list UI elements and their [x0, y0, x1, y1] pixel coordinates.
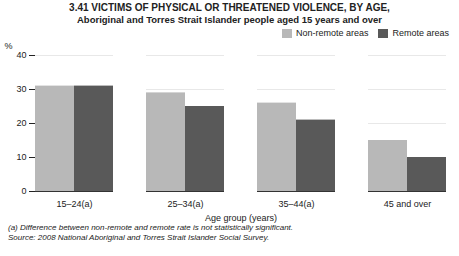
svg-text:%: % — [5, 41, 13, 51]
svg-text:20: 20 — [16, 118, 26, 128]
html-text:(a) Difference between non-rem: (a) Difference between non-remote and re… — [8, 223, 293, 232]
html-text:Source: 2008 National Aborigin: Source: 2008 National Aboriginal and Tor… — [8, 233, 270, 242]
svg-text:15–24(a): 15–24(a) — [56, 199, 92, 209]
html-text:3.41 VICTIMS OF PHYSICAL OR TH: 3.41 VICTIMS OF PHYSICAL OR THREATENED V… — [69, 2, 390, 13]
svg-text:45 and over: 45 and over — [384, 199, 432, 209]
svg-text:0: 0 — [21, 186, 26, 196]
svg-text:10: 10 — [16, 152, 26, 162]
svg-text:40: 40 — [16, 50, 26, 60]
svg-text:35–44(a): 35–44(a) — [278, 199, 314, 209]
svg-text:30: 30 — [16, 84, 26, 94]
svg-text:Age group (years): Age group (years) — [205, 213, 277, 223]
html-text:Non-remote areas: Non-remote areas — [295, 28, 369, 38]
html-text:Aboriginal and Torres Strait I: Aboriginal and Torres Strait Islander pe… — [77, 14, 382, 25]
html-text:Remote areas: Remote areas — [392, 28, 449, 38]
svg-text:25–34(a): 25–34(a) — [167, 199, 203, 209]
